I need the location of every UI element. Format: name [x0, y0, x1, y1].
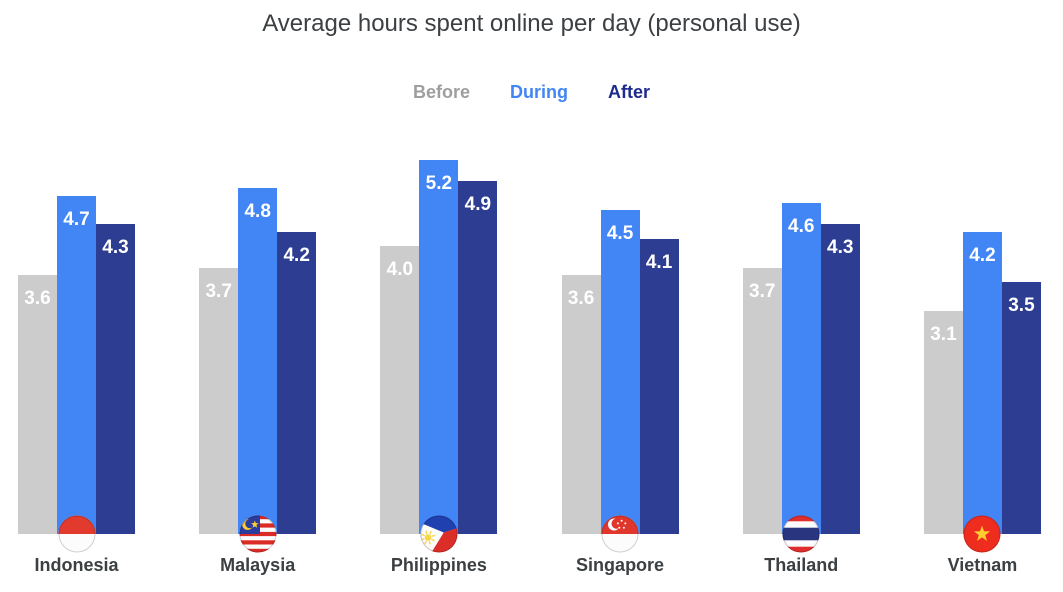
- thailand-flag-icon: [782, 515, 820, 553]
- bar-value-label: 4.6: [788, 216, 815, 237]
- bar-after-indonesia: 4.3: [96, 224, 135, 534]
- legend-item-after: After: [608, 82, 651, 102]
- bar-value-label: 3.1: [930, 324, 957, 345]
- bar-value-label: 3.7: [749, 281, 776, 302]
- bar-value-label: 4.7: [63, 209, 90, 230]
- singapore-flag-icon: [601, 515, 639, 553]
- bar-value-label: 3.6: [24, 288, 51, 309]
- bar-value-label: 3.5: [1008, 295, 1035, 316]
- bar-value-label: 3.6: [567, 288, 595, 309]
- bar-after-singapore: 4.1: [639, 239, 679, 534]
- legend-item-during: During: [510, 82, 568, 102]
- country-label-malaysia: Malaysia: [220, 555, 296, 575]
- country-label-singapore: Singapore: [576, 555, 665, 575]
- bar-during-thailand: 4.6: [781, 203, 821, 534]
- vietnam-flag-icon: [963, 515, 1001, 553]
- bar-before-vietnam: 3.1: [923, 311, 963, 534]
- bar-during-singapore: 4.5: [600, 210, 640, 534]
- bar-chart: 3.6 4.7 4.3 Indonesia 3.7 4.8 4.2 Malaysia 4.0 5.…: [18, 0, 1041, 575]
- bar-during-indonesia: 4.7: [57, 196, 96, 534]
- bar-after-malaysia: 4.2: [277, 232, 317, 534]
- country-label-indonesia: Indonesia: [34, 555, 119, 575]
- bar-value-label: 4.1: [645, 252, 673, 273]
- bar-before-malaysia: 3.7: [199, 268, 239, 534]
- bar-value-label: 3.7: [205, 281, 232, 302]
- bar-value-label: 4.0: [386, 259, 414, 280]
- legend-item-before: Before: [412, 82, 470, 102]
- bar-value-label: 4.2: [969, 245, 996, 266]
- bar-value-label: 4.8: [244, 201, 271, 222]
- bar-during-philippines: 5.2: [419, 160, 459, 534]
- country-group-singapore: 3.6 4.5 4.1 Singapore: [561, 210, 679, 575]
- country-group-indonesia: 3.6 4.7 4.3 Indonesia: [18, 196, 135, 575]
- bar-during-malaysia: 4.8: [238, 188, 278, 534]
- bar-before-thailand: 3.7: [742, 268, 782, 534]
- indonesia-flag-icon: [58, 515, 96, 553]
- country-label-philippines: Philippines: [390, 555, 487, 575]
- country-group-philippines: 4.0 5.2 4.9 Philippines: [380, 160, 498, 575]
- bar-before-philippines: 4.0: [380, 246, 420, 534]
- philippines-flag-icon: [420, 515, 458, 553]
- country-group-vietnam: 3.1 4.2 3.5 Vietnam: [923, 232, 1041, 575]
- chart-legend: Before During After: [0, 82, 1063, 103]
- bar-after-vietnam: 3.5: [1001, 282, 1041, 534]
- country-group-malaysia: 3.7 4.8 4.2 Malaysia: [199, 188, 317, 575]
- bar-after-philippines: 4.9: [458, 181, 498, 534]
- country-group-thailand: 3.7 4.6 4.3 Thailand: [742, 203, 860, 575]
- bar-during-vietnam: 4.2: [962, 232, 1002, 534]
- bar-value-label: 4.9: [464, 194, 492, 215]
- chart-title: Average hours spent online per day (pers…: [262, 10, 801, 37]
- country-label-thailand: Thailand: [764, 555, 839, 575]
- bar-value-label: 4.3: [102, 237, 129, 258]
- malaysia-flag-icon: [239, 515, 277, 553]
- bar-before-singapore: 3.6: [561, 275, 601, 534]
- bar-before-indonesia: 3.6: [18, 275, 57, 534]
- bar-value-label: 4.5: [606, 223, 634, 244]
- bar-value-label: 4.2: [283, 245, 310, 266]
- bar-after-thailand: 4.3: [820, 224, 860, 534]
- bar-value-label: 5.2: [425, 173, 453, 194]
- country-label-vietnam: Vietnam: [947, 555, 1018, 575]
- bar-value-label: 4.3: [827, 237, 854, 258]
